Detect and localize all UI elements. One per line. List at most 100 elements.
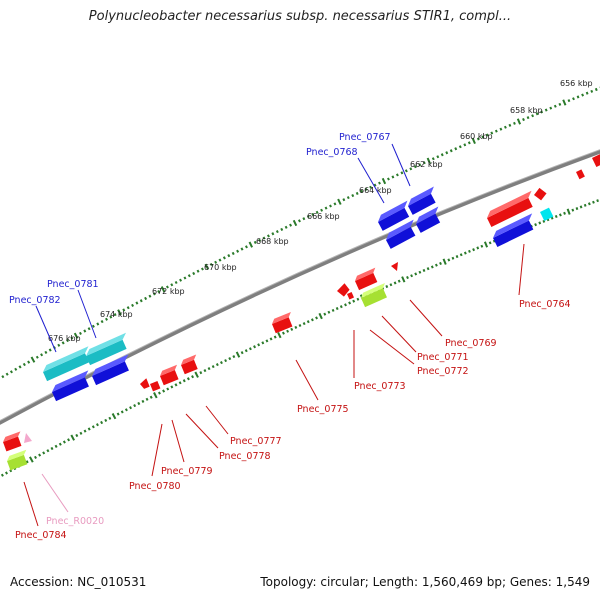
minor-tick <box>1 375 5 379</box>
minor-tick <box>228 357 232 361</box>
scale-label: 670 kbp <box>204 263 237 272</box>
minor-tick <box>126 306 130 310</box>
minor-tick <box>5 471 8 475</box>
major-tick <box>471 137 476 144</box>
minor-tick <box>393 281 397 285</box>
minor-tick <box>459 253 463 257</box>
minor-tick <box>124 408 128 412</box>
minor-tick <box>67 438 70 442</box>
minor-tick <box>170 283 174 287</box>
minor-tick <box>306 320 310 324</box>
minor-tick <box>116 412 120 416</box>
minor-tick <box>87 427 91 431</box>
minor-tick <box>315 210 319 214</box>
minor-tick <box>410 274 414 278</box>
minor-tick <box>414 272 418 276</box>
label-pnec-0784: Pnec_0784 <box>15 530 67 541</box>
minor-tick <box>0 473 4 477</box>
minor-tick <box>162 389 166 393</box>
minor-tick <box>540 110 544 114</box>
accession-text: Accession: NC_010531 <box>10 575 147 589</box>
minor-tick <box>387 177 390 181</box>
minor-tick <box>87 327 91 331</box>
major-tick <box>277 331 282 339</box>
minor-tick <box>581 93 585 97</box>
minor-tick <box>476 137 480 141</box>
minor-tick <box>199 371 203 375</box>
minor-tick <box>522 118 525 122</box>
minor-tick <box>100 420 104 425</box>
minor-tick <box>137 401 141 406</box>
minor-tick <box>494 129 498 133</box>
minor-tick <box>310 318 314 322</box>
label-leaders <box>23 143 525 527</box>
feature-pnec-0782 <box>43 346 90 382</box>
minor-tick <box>96 322 100 326</box>
plus-strand-features <box>43 186 441 402</box>
minor-tick <box>139 299 143 303</box>
minor-tick <box>324 206 328 210</box>
major-tick <box>160 286 166 293</box>
minor-tick <box>14 367 18 371</box>
minor-tick <box>488 241 492 245</box>
minor-tick <box>35 355 39 359</box>
scale-label: 658 kbp <box>510 106 543 115</box>
minor-tick <box>395 173 399 177</box>
minor-tick <box>335 307 339 311</box>
minor-tick <box>91 425 95 429</box>
minor-tick <box>18 365 22 369</box>
minor-tick <box>436 155 440 159</box>
major-tick <box>117 309 122 316</box>
feature-pnec-0778 <box>160 364 179 386</box>
feature-pnec-0777 <box>181 354 198 375</box>
minor-tick <box>575 207 579 211</box>
minor-tick <box>269 337 273 341</box>
minor-tick <box>54 444 58 448</box>
minor-tick <box>445 151 449 155</box>
minor-tick <box>400 171 404 175</box>
major-tick <box>483 241 489 248</box>
minor-tick <box>262 236 266 240</box>
minor-tick <box>240 247 244 251</box>
minor-tick <box>261 341 265 345</box>
feature-pnec-0768 <box>378 200 410 231</box>
minor-tick <box>105 317 108 321</box>
inner-ticks <box>0 199 599 477</box>
minor-tick <box>286 329 290 333</box>
minor-tick <box>579 205 583 209</box>
minor-tick <box>281 331 285 335</box>
minor-tick <box>298 323 302 328</box>
major-tick <box>337 198 342 205</box>
major-tick <box>381 177 387 185</box>
minor-tick <box>201 267 204 271</box>
feature-pnec-0768-b <box>386 219 416 249</box>
minor-tick <box>109 315 113 319</box>
minor-tick <box>273 335 277 339</box>
label-pnec-0773: Pnec_0773 <box>354 381 406 392</box>
major-tick <box>235 351 241 358</box>
minor-tick <box>196 269 200 273</box>
minus-strand-features <box>3 153 600 471</box>
minor-tick <box>413 165 417 169</box>
minor-tick <box>351 193 355 198</box>
minor-tick <box>302 217 306 221</box>
scale-label: 672 kbp <box>152 287 185 296</box>
minor-tick <box>311 212 315 217</box>
scale-label: 666 kbp <box>307 212 340 221</box>
minor-tick <box>550 216 554 220</box>
minor-tick <box>431 157 435 161</box>
label-pnec-0772: Pnec_0772 <box>417 366 469 377</box>
minor-tick <box>369 185 373 189</box>
minor-tick <box>145 397 149 401</box>
minor-tick <box>463 143 467 147</box>
minor-tick <box>158 391 161 395</box>
minor-tick <box>472 248 476 252</box>
minor-tick <box>490 131 494 135</box>
minor-tick <box>96 423 99 427</box>
minor-tick <box>476 246 480 250</box>
feature-pnec-0780 <box>140 378 150 389</box>
minor-tick <box>222 256 226 260</box>
minor-tick <box>503 125 507 129</box>
minor-tick <box>440 153 444 157</box>
minor-tick <box>275 230 279 234</box>
